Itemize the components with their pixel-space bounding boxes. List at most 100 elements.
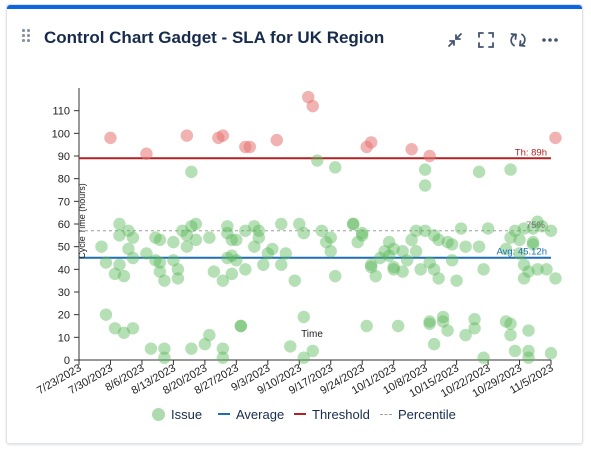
legend-percentile[interactable]: Percentile [380, 404, 456, 424]
y-axis-title: Cycle Time (hours) [77, 183, 87, 259]
y-tick-label: 0 [64, 355, 70, 367]
issue-point [158, 342, 171, 355]
issue-point [445, 254, 459, 267]
issue-point [544, 347, 558, 360]
issue-point [382, 249, 396, 262]
legend-average[interactable]: Average [218, 404, 284, 424]
issue-point [122, 224, 135, 237]
issue-point [171, 263, 185, 276]
issue-point [239, 224, 252, 237]
issue-point [252, 231, 266, 244]
issue-point [423, 315, 436, 328]
issue-point [248, 220, 261, 233]
issue-point [329, 269, 342, 283]
outlier-point [104, 131, 117, 145]
issue-point [427, 337, 441, 351]
issue-point [513, 247, 526, 260]
issue-point [117, 269, 131, 283]
legend-percentile-swatch [380, 413, 392, 415]
drag-handle-icon[interactable] [22, 29, 32, 43]
x-axis-title: Time [301, 329, 323, 340]
reference-lines [79, 157, 551, 259]
issue-point [499, 315, 513, 328]
issue-point [535, 220, 549, 233]
issue-point [185, 342, 198, 355]
issue-point [522, 351, 535, 364]
issue-point [122, 242, 135, 256]
issue-point [481, 222, 495, 235]
gadget-title: Control Chart Gadget - SLA for UK Region [44, 28, 385, 47]
legend-issue-swatch [152, 407, 165, 421]
outlier-point [549, 131, 562, 145]
legend-threshold-label: Threshold [312, 406, 370, 422]
issue-point [167, 254, 180, 267]
issue-point [526, 222, 540, 235]
issue-point [522, 265, 535, 278]
issue-point [149, 231, 162, 244]
issue-point [221, 226, 234, 240]
issue-point [248, 240, 261, 253]
legend-threshold[interactable]: Threshold [294, 404, 370, 424]
issue-point [531, 263, 544, 276]
issue-point [526, 238, 540, 251]
issue-point [225, 249, 239, 262]
gadget-accent-bar [7, 5, 582, 9]
issue-point [418, 163, 432, 176]
issue-point [504, 163, 517, 176]
issue-point [198, 337, 212, 351]
issue-points [95, 90, 562, 364]
y-tick-label: 30 [58, 287, 70, 299]
issue-point [239, 263, 252, 276]
outlier-point [405, 143, 418, 156]
issue-point [504, 231, 517, 244]
issue-point [140, 247, 153, 260]
issue-point [347, 217, 360, 231]
minimize-icon[interactable] [445, 30, 465, 50]
issue-point [153, 233, 167, 247]
issue-point [189, 217, 203, 231]
issue-point [472, 240, 486, 253]
issue-point [387, 260, 400, 274]
issue-point [504, 328, 517, 342]
issue-point [427, 263, 441, 276]
issue-point [504, 317, 517, 330]
outlier-point [243, 140, 257, 154]
issue-point [126, 231, 140, 244]
issue-point [315, 224, 328, 237]
issue-point [432, 233, 445, 247]
issue-point [436, 315, 450, 328]
y-tick-label: 110 [52, 106, 70, 118]
issue-point [445, 238, 459, 251]
issue-point [356, 229, 369, 242]
legend-issue[interactable]: Issue [152, 404, 202, 424]
issue-point [382, 235, 396, 249]
chart-labels: Cycle Time (hours) Time Th: 89h Avg: 45.12h… [77, 147, 547, 340]
issue-point [108, 267, 122, 281]
more-icon[interactable] [540, 30, 560, 50]
issue-point [180, 229, 194, 242]
issue-point [378, 245, 391, 258]
issue-point [522, 344, 535, 358]
issue-point [472, 165, 486, 179]
issue-point [418, 179, 432, 192]
issue-point [306, 344, 319, 358]
outlier-point [140, 147, 153, 160]
issue-point [288, 274, 301, 287]
outlier-point [364, 136, 378, 149]
issue-point [266, 242, 279, 256]
issue-point [185, 220, 198, 233]
issue-point [311, 154, 324, 167]
refresh-icon[interactable] [508, 30, 528, 50]
issue-point [203, 328, 216, 342]
issue-point [373, 251, 387, 265]
issue-point [95, 240, 108, 253]
issue-point [284, 340, 297, 353]
issue-point [517, 272, 531, 285]
y-tick-label: 50 [58, 242, 70, 254]
issue-point [522, 324, 535, 337]
issue-point [113, 217, 126, 231]
issue-point [508, 344, 522, 358]
issue-point [477, 351, 490, 364]
issue-point [207, 265, 221, 278]
fullscreen-icon[interactable] [476, 30, 496, 50]
